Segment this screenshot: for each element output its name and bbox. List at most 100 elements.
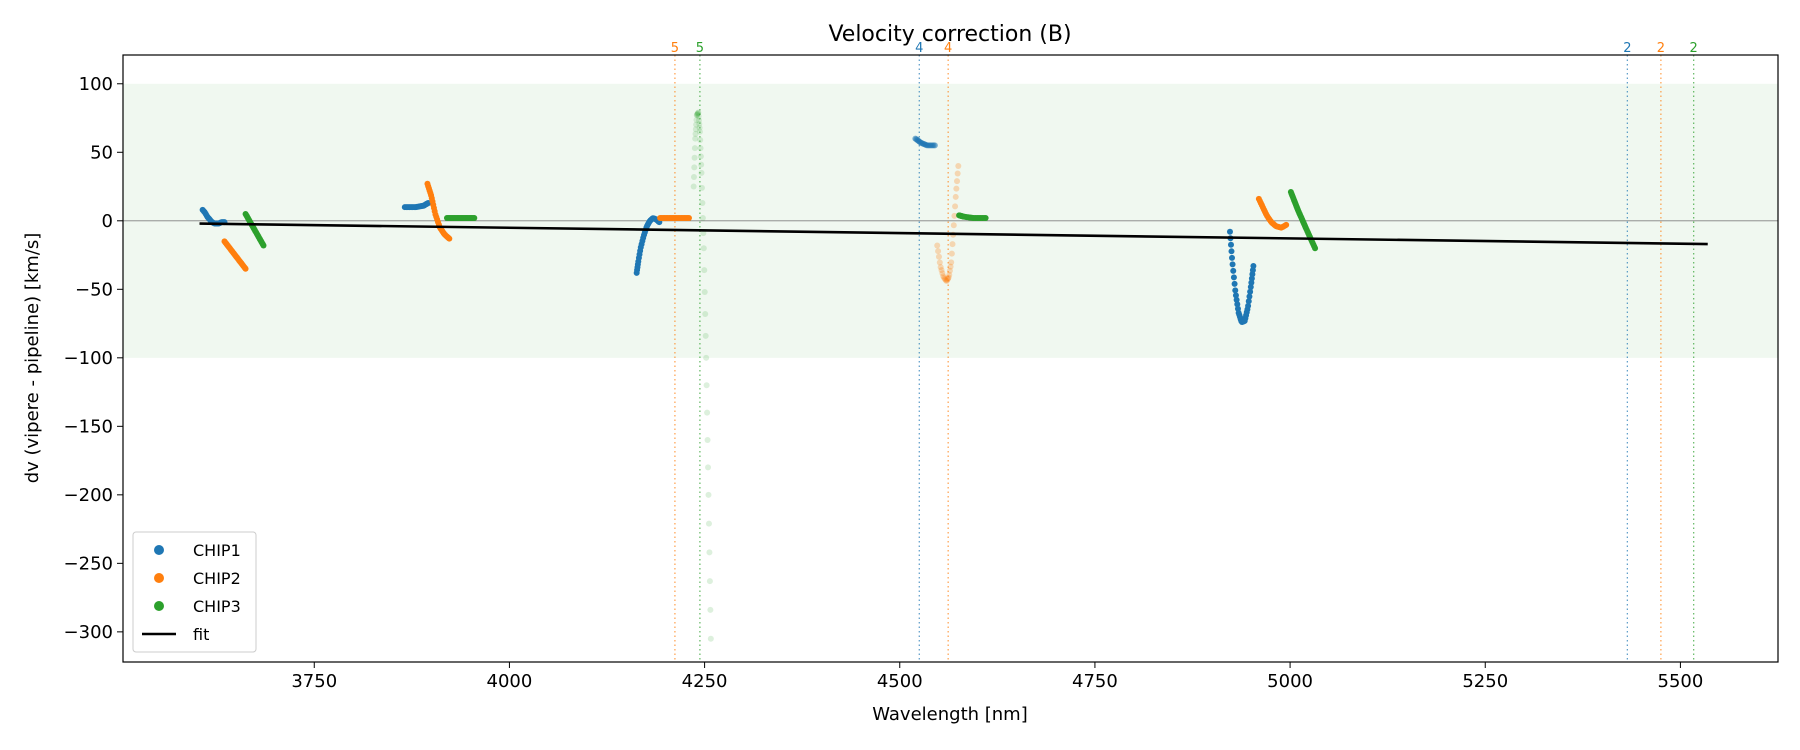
data-point (698, 184, 705, 191)
data-point (1233, 296, 1240, 303)
y-axis-label: dv (vipere - pipeline) [km/s] (22, 233, 43, 484)
data-point (694, 111, 701, 118)
data-point (703, 382, 710, 389)
segment-chip1 (401, 199, 432, 211)
data-point (699, 215, 706, 222)
data-point (260, 242, 267, 249)
fit-line (199, 222, 1708, 246)
data-point (696, 128, 703, 135)
data-point (699, 199, 706, 206)
order-markers: 5 5 4 4 2 2 2 (671, 41, 1698, 662)
data-point (1234, 301, 1241, 308)
data-point (954, 170, 961, 177)
data-point (695, 117, 702, 124)
data-point (954, 178, 961, 185)
legend: CHIP1 CHIP2 CHIP3 fit (132, 531, 257, 653)
legend-box (132, 531, 257, 653)
legend-marker-chip1 (154, 545, 164, 555)
data-point (1230, 274, 1237, 281)
data-point (947, 263, 954, 270)
data-point (694, 110, 701, 117)
segment-chip3 (690, 109, 714, 642)
data-point (941, 275, 948, 282)
legend-marker-chip2 (154, 573, 164, 583)
y-tick-label: −300 (64, 622, 113, 643)
data-point (691, 154, 698, 161)
data-point (1232, 292, 1239, 299)
data-point (937, 264, 944, 271)
y-tick-label: 50 (90, 142, 113, 163)
data-point (942, 277, 949, 284)
x-tick-label: 5500 (1658, 671, 1704, 692)
data-point (948, 250, 955, 257)
data-point (951, 212, 958, 219)
data-point (242, 265, 249, 272)
order-marker-label: 2 (1657, 41, 1665, 56)
data-point (1227, 241, 1234, 248)
y-tick-label: −100 (64, 348, 113, 369)
data-point (697, 136, 704, 143)
data-point (946, 271, 953, 278)
x-tick-label: 3750 (291, 671, 337, 692)
data-point (706, 578, 713, 585)
data-point (1230, 267, 1237, 274)
data-point (936, 259, 943, 266)
y-tick-label: −150 (64, 416, 113, 437)
order-marker-label: 5 (671, 41, 679, 56)
data-point (1229, 254, 1236, 261)
y-tick-label: −50 (75, 279, 113, 300)
y-tick-label: 100 (79, 74, 113, 95)
data-point (1250, 263, 1257, 270)
x-tick-label: 4750 (1072, 671, 1118, 692)
data-point (952, 203, 959, 210)
data-point (701, 289, 708, 296)
segment-chip2 (934, 162, 962, 284)
data-point (706, 549, 713, 556)
chart-title: Velocity correction (B) (828, 22, 1071, 47)
data-point (704, 409, 711, 416)
data-point (939, 270, 946, 277)
data-point (696, 121, 703, 128)
data-point (700, 245, 707, 252)
data-point (938, 267, 945, 274)
data-points (199, 109, 1319, 642)
data-point (935, 253, 942, 260)
data-point (1247, 288, 1254, 295)
data-point (1312, 245, 1319, 252)
fit-line-path (199, 222, 1708, 246)
data-point (1283, 221, 1290, 228)
data-point (694, 111, 701, 118)
legend-label-fit: fit (193, 625, 209, 644)
data-point (982, 215, 989, 222)
segment-chip2 (424, 180, 453, 242)
data-point (955, 162, 962, 169)
data-point (1229, 261, 1236, 268)
data-point (945, 274, 952, 281)
x-tick-label: 5250 (1462, 671, 1508, 692)
x-axis-ticks: 3750 4000 4250 4500 4750 5000 5250 5500 (291, 662, 1703, 692)
data-point (948, 259, 955, 266)
x-axis-label: Wavelength [nm] (872, 704, 1028, 725)
data-point (1232, 287, 1239, 294)
data-point (698, 161, 705, 168)
y-tick-label: −250 (64, 553, 113, 574)
data-point (707, 606, 714, 613)
legend-label-chip3: CHIP3 (193, 597, 241, 616)
segment-chip3 (956, 212, 989, 222)
data-point (702, 332, 709, 339)
segment-chip2 (1255, 195, 1290, 231)
data-point (692, 135, 699, 142)
data-point (934, 242, 941, 249)
data-point (697, 145, 704, 152)
data-point (693, 112, 700, 119)
data-point (949, 241, 956, 248)
data-point (1226, 228, 1233, 235)
x-tick-label: 5000 (1267, 671, 1313, 692)
data-point (705, 520, 712, 527)
data-point (705, 491, 712, 498)
data-point (704, 437, 711, 444)
data-point (1228, 248, 1235, 255)
data-point (950, 222, 957, 229)
x-tick-label: 4000 (487, 671, 533, 692)
data-point (707, 635, 714, 642)
